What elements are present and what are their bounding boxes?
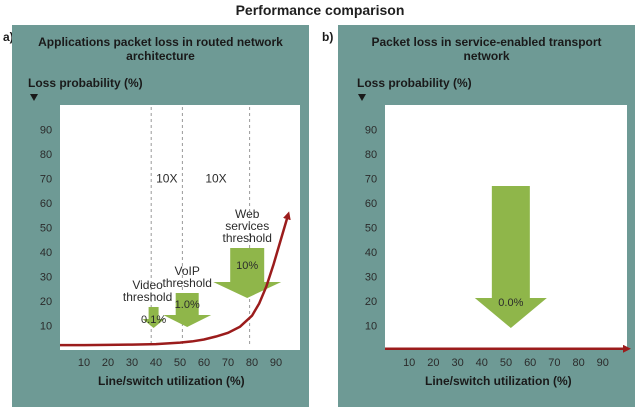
panel-b-y-tick-label: 90 — [365, 125, 377, 137]
panel-a-ratio-label: 10X — [205, 172, 226, 186]
panel-a-ratio-label: 10X — [156, 172, 177, 186]
panel-a-threshold-value-label: 10% — [236, 260, 258, 272]
panel-b-threshold-value-label: 0.0% — [498, 297, 523, 309]
panel-a-x-tick-label: 90 — [270, 357, 282, 369]
panel-b-x-tick-label: 10 — [403, 357, 415, 369]
panel-b-y-tick-label: 60 — [365, 198, 377, 210]
panel-a-threshold-label: threshold — [163, 276, 212, 290]
panel-b-xlabel: Line/switch utilization (%) — [425, 374, 572, 388]
panel-a-letter: a) — [3, 30, 14, 44]
panel-a-threshold-value-label: 1.0% — [175, 299, 200, 311]
panel-a-series-line — [60, 211, 291, 347]
panel-b-x-tick-label: 80 — [572, 357, 584, 369]
panel-a-ylabel: Loss probability (%) — [28, 76, 143, 90]
panel-a-y-tick-label: 90 — [40, 125, 52, 137]
panel-b-threshold-arrow — [474, 186, 547, 328]
panel-a-y-tick-label: 50 — [40, 223, 52, 235]
panel-a-y-tick-label: 40 — [40, 247, 52, 259]
panel-a-xlabel: Line/switch utilization (%) — [98, 374, 245, 388]
panel-a-threshold-label: services — [225, 219, 269, 233]
panel-a-axis-marker-icon — [30, 94, 38, 101]
panel-a-threshold-arrow — [142, 307, 165, 328]
panel-b-ylabel: Loss probability (%) — [357, 76, 472, 90]
panel-a-x-tick-label: 30 — [126, 357, 138, 369]
panel-b-y-tick-label: 20 — [365, 296, 377, 308]
panel-a-x-tick-label: 40 — [150, 357, 162, 369]
panel-b-x-tick-label: 50 — [500, 357, 512, 369]
panel-a-y-tick-label: 60 — [40, 198, 52, 210]
panel-a-threshold-arrow — [163, 293, 212, 327]
panel-b-title: Packet loss in service-enabled transport… — [371, 35, 602, 63]
panel-a-threshold-label: Video — [132, 278, 163, 292]
panel-a-y-tick-label: 10 — [40, 321, 52, 333]
panel-b-x-tick-label: 20 — [427, 357, 439, 369]
panel-a-threshold-label: threshold — [223, 231, 272, 245]
panel-b-y-tick-label: 30 — [365, 272, 377, 284]
panel-a-title: Applications packet loss in routed netwo… — [38, 35, 283, 63]
panel-a-threshold-label: Web — [235, 207, 260, 221]
figure-title: Performance comparison — [235, 2, 405, 18]
panel-a-y-tick-label: 20 — [40, 296, 52, 308]
panel-a-threshold-label: threshold — [123, 290, 172, 304]
panel-a-x-tick-label: 20 — [102, 357, 114, 369]
panel-b-y-tick-label: 40 — [365, 247, 377, 259]
panel-a-x-tick-label: 80 — [246, 357, 258, 369]
panel-a-x-tick-label: 50 — [174, 357, 186, 369]
panel-b-axis-marker-icon — [358, 94, 366, 101]
panel-b-y-tick-label: 10 — [365, 321, 377, 333]
panel-b-letter: b) — [322, 30, 334, 44]
panel-b-x-tick-label: 90 — [597, 357, 609, 369]
panel-b-x-tick-label: 30 — [451, 357, 463, 369]
panel-a-threshold-label: VoIP — [175, 264, 200, 278]
panel-a-x-tick-label: 10 — [78, 357, 90, 369]
panel-a-x-tick-label: 70 — [222, 357, 234, 369]
panel-b-x-tick-label: 60 — [524, 357, 536, 369]
panel-b-x-tick-label: 40 — [476, 357, 488, 369]
panel-a-y-tick-label: 70 — [40, 174, 52, 186]
panel-b-y-tick-label: 80 — [365, 149, 377, 161]
panel-b-y-tick-label: 50 — [365, 223, 377, 235]
panel-a-y-tick-label: 80 — [40, 149, 52, 161]
panel-a-threshold-value-label: 0.1% — [141, 314, 166, 326]
panel-b-x-tick-label: 70 — [548, 357, 560, 369]
panel-a-y-tick-label: 30 — [40, 272, 52, 284]
panel-a-threshold-arrow — [213, 248, 282, 298]
panel-a-x-tick-label: 60 — [198, 357, 210, 369]
panel-b-y-tick-label: 70 — [365, 174, 377, 186]
